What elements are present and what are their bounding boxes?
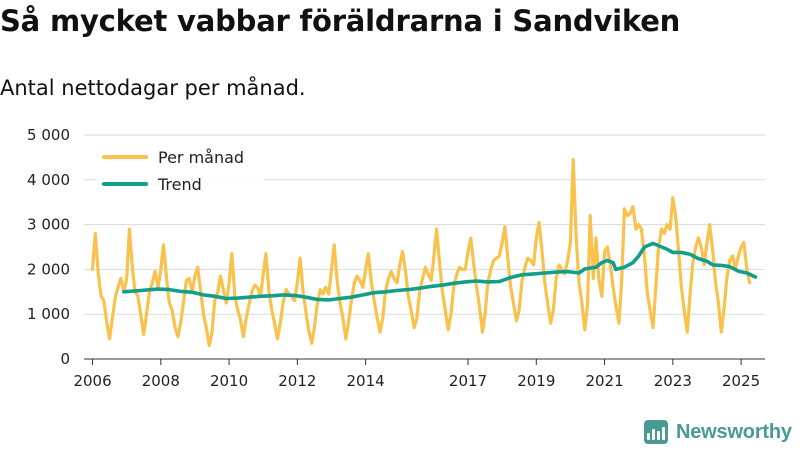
chart-title: Så mycket vabbar föräldrarna i Sandviken [0,4,681,38]
legend-background [96,142,264,200]
x-tick-label: 2012 [278,372,316,390]
axes: 0 1 000 2 000 3 000 4 000 5 000 2006 2008 2010 20… [27,126,765,390]
legend-label-per-manad: Per månad [158,148,244,167]
x-tick-label: 2008 [142,372,180,390]
x-tick-label: 2025 [722,372,760,390]
y-tick-label: 0 [60,350,70,368]
x-tick-label: 2014 [347,372,385,390]
y-tick-label: 4 000 [27,171,70,189]
y-tick-label: 1 000 [27,305,70,323]
brand-name: Newsworthy [676,420,792,443]
chart-subtitle: Antal nettodagar per månad. [0,76,306,100]
brand-logo: Newsworthy [644,420,792,444]
newsworthy-logo-icon [644,420,668,444]
y-tick-label: 3 000 [27,216,70,234]
x-tick-label: 2019 [517,372,555,390]
series-line-trend [122,241,758,302]
legend: Per månad Trend [96,142,264,200]
x-tick-label: 2006 [73,372,111,390]
series-layer [90,158,758,348]
y-tick-label: 5 000 [27,126,70,144]
x-tick-label: 2021 [585,372,623,390]
x-tick-label: 2017 [449,372,487,390]
series-line-per-manad [90,158,752,348]
legend-label-trend: Trend [157,175,202,194]
x-tick-label: 2023 [654,372,692,390]
y-tick-label: 2 000 [27,260,70,278]
x-tick-label: 2010 [210,372,248,390]
